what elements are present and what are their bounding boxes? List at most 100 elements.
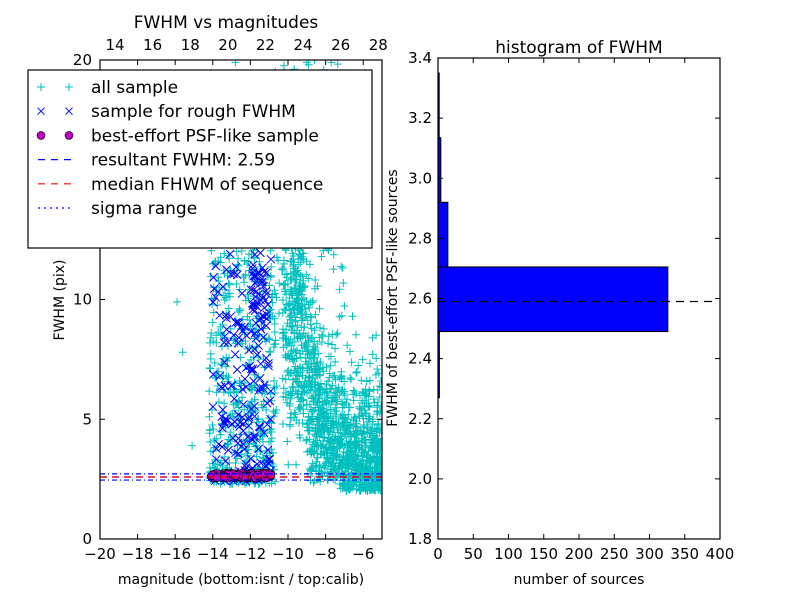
all-sample-point — [315, 323, 324, 332]
circle-marker-icon — [36, 131, 46, 140]
y-tick-label: 3.2 — [408, 109, 432, 127]
all-sample-point — [343, 395, 352, 404]
all-sample-point — [338, 264, 347, 273]
legend: all sample sample for rough FWHM best-effo… — [27, 69, 373, 249]
all-sample-point — [338, 403, 347, 412]
rough-sample-point — [234, 434, 243, 443]
all-sample-point — [320, 423, 329, 432]
all-sample-point — [313, 436, 322, 445]
all-sample-point — [323, 393, 332, 402]
rough-sample-point — [263, 445, 273, 455]
all-sample-point — [315, 370, 324, 379]
y-tick-label: 1.8 — [408, 530, 432, 548]
all-sample-point — [244, 294, 253, 303]
all-sample-point — [283, 279, 292, 288]
all-sample-point — [315, 333, 324, 342]
all-sample-point — [317, 338, 326, 347]
rough-sample-point — [238, 384, 248, 394]
histogram-bar — [437, 266, 669, 333]
all-sample-point — [299, 405, 308, 414]
all-sample-point — [296, 305, 305, 314]
rough-sample-point — [229, 269, 239, 279]
all-sample-point — [225, 458, 234, 467]
all-sample-point — [246, 355, 255, 364]
all-sample-point — [326, 458, 335, 467]
rough-sample-point — [246, 454, 256, 464]
all-sample-point — [340, 410, 349, 419]
all-sample-point — [283, 352, 292, 361]
all-sample-point — [219, 354, 228, 363]
rough-sample-point — [244, 412, 254, 422]
all-sample-point — [301, 354, 310, 363]
all-sample-point — [339, 279, 348, 288]
rough-sample-point — [258, 383, 268, 393]
rough-sample-point — [220, 357, 229, 367]
rough-sample-point — [255, 374, 265, 383]
all-sample-point — [291, 348, 300, 357]
rough-sample-point — [221, 310, 231, 320]
all-sample-point — [312, 319, 321, 328]
all-sample-point — [245, 316, 254, 325]
all-sample-point — [344, 443, 353, 452]
y-tick-label: 5 — [82, 410, 92, 428]
rough-sample-point — [240, 374, 250, 384]
all-sample-point — [230, 388, 239, 397]
all-sample-point — [339, 452, 348, 461]
all-sample-point — [315, 304, 324, 313]
all-sample-point — [313, 282, 322, 291]
rough-sample-point — [234, 319, 243, 328]
rough-sample-point — [259, 428, 269, 438]
all-sample-point — [206, 272, 215, 281]
all-sample-point — [216, 430, 225, 439]
all-sample-point — [284, 350, 293, 359]
all-sample-point — [379, 480, 382, 482]
all-sample-point — [365, 486, 374, 495]
all-sample-point — [303, 363, 312, 372]
scatter-x-label: magnitude (bottom:isnt / top:calib) — [118, 572, 364, 588]
all-sample-point — [363, 428, 372, 437]
all-sample-point — [317, 468, 326, 477]
all-sample-point — [347, 375, 356, 384]
rough-sample-point — [238, 426, 248, 436]
rough-sample-point — [217, 442, 227, 452]
all-sample-point — [321, 459, 330, 468]
all-sample-point — [365, 376, 374, 385]
scatter-y-label: FWHM (pix) — [52, 260, 68, 341]
all-sample-point — [248, 343, 257, 352]
rough-sample-point — [259, 292, 268, 302]
all-sample-point — [308, 296, 317, 305]
all-sample-point — [207, 329, 216, 338]
all-sample-point — [307, 378, 316, 387]
all-sample-point — [304, 274, 313, 283]
all-sample-point — [178, 348, 187, 357]
rough-sample-point — [251, 271, 261, 281]
all-sample-point — [317, 252, 326, 261]
all-sample-point — [370, 440, 379, 449]
all-sample-point — [300, 377, 309, 386]
all-sample-point — [358, 411, 367, 420]
rough-sample-point — [227, 380, 237, 390]
all-sample-point — [279, 329, 288, 338]
all-sample-point — [212, 388, 221, 397]
all-sample-point — [286, 413, 295, 422]
all-sample-point — [325, 369, 334, 378]
rough-sample-point — [229, 330, 239, 340]
all-sample-point — [225, 280, 234, 289]
all-sample-point — [310, 430, 319, 439]
all-sample-point — [343, 441, 352, 450]
all-sample-point — [226, 428, 235, 437]
all-sample-point — [316, 450, 325, 459]
histogram-x-label: number of sources — [514, 572, 645, 588]
all-sample-point — [327, 421, 336, 430]
all-sample-point — [209, 425, 218, 434]
all-sample-point — [338, 418, 347, 427]
all-sample-point — [306, 320, 315, 329]
all-sample-point — [309, 353, 318, 362]
all-sample-point — [279, 384, 288, 393]
all-sample-point — [283, 367, 292, 376]
all-sample-point — [316, 379, 325, 388]
all-sample-point — [284, 460, 293, 469]
all-sample-point — [305, 446, 314, 455]
all-sample-point — [292, 346, 301, 355]
